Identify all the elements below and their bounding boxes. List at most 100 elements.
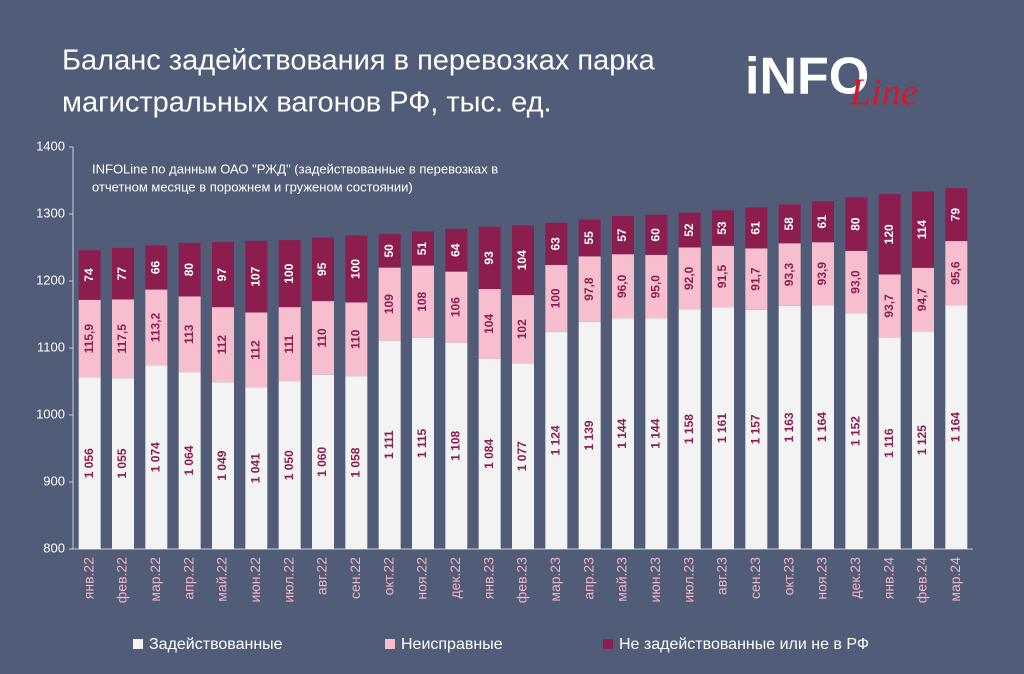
- bar-segment: [345, 235, 368, 303]
- value-label: 93,9: [815, 262, 829, 286]
- bar-segment: [78, 250, 101, 300]
- bar-segment: [578, 219, 601, 257]
- bar-segment: [678, 212, 701, 248]
- bar-segment: [145, 289, 168, 366]
- value-label: 95,6: [949, 261, 963, 285]
- value-label: 93,3: [782, 263, 796, 287]
- bar-segment: [278, 307, 301, 382]
- value-label: 1 108: [449, 430, 463, 460]
- value-label: 63: [549, 237, 563, 251]
- value-label: 113: [182, 324, 196, 344]
- legend-label: Не задействованные или не в РФ: [619, 636, 869, 653]
- value-label: 110: [315, 328, 329, 348]
- value-label: 110: [349, 329, 363, 349]
- x-tick-label: авг.23: [714, 557, 730, 595]
- bar-segment: [512, 225, 534, 296]
- bar-segment: [112, 378, 134, 549]
- value-label: 91,5: [715, 264, 729, 288]
- value-label: 97: [215, 268, 229, 282]
- bar-segment: [745, 248, 768, 310]
- logo-script: Line: [849, 72, 918, 114]
- y-tick-label: 900: [43, 473, 65, 488]
- value-label: 1 164: [949, 412, 963, 442]
- bar-segment: [412, 231, 434, 266]
- bar-segment: [212, 382, 234, 549]
- x-tick-label: дек.23: [847, 557, 863, 599]
- bar-segment: [812, 201, 834, 243]
- legend-label: Задействованные: [149, 636, 283, 653]
- value-label: 112: [249, 340, 263, 360]
- x-tick-label: янв.22: [80, 557, 96, 599]
- bar-segment: [178, 372, 201, 549]
- bar-segment: [745, 207, 768, 249]
- value-label: 58: [782, 217, 796, 231]
- bar-segment: [945, 241, 968, 306]
- x-tick-label: апр.23: [580, 557, 596, 600]
- value-label: 1 055: [115, 448, 129, 478]
- chart-title: Баланс задействования в перевозках парка: [62, 45, 656, 77]
- bar-segment: [878, 274, 901, 338]
- x-tick-label: фев.24: [914, 557, 930, 603]
- value-label: 1 116: [882, 428, 896, 458]
- bar-segment: [145, 245, 168, 290]
- bar-segment: [512, 363, 534, 549]
- bar-segment: [445, 342, 468, 549]
- bar-segment: [645, 214, 668, 255]
- x-tick-label: мар.23: [547, 557, 563, 602]
- value-label: 53: [715, 221, 729, 235]
- x-tick-label: июн.22: [247, 557, 263, 603]
- bar-segment: [612, 318, 634, 549]
- x-tick-label: янв.24: [880, 557, 896, 599]
- value-label: 93: [482, 251, 496, 265]
- bar-segment: [312, 301, 334, 375]
- value-label: 52: [682, 223, 696, 237]
- bar-segment: [812, 305, 834, 549]
- value-label: 1 058: [349, 447, 363, 477]
- legend-swatch: [385, 639, 395, 649]
- bar-segment: [378, 234, 401, 268]
- bar-segment: [712, 307, 734, 549]
- bar-segment: [512, 295, 534, 364]
- bar-segment: [845, 250, 868, 314]
- bar-segment: [878, 337, 901, 549]
- value-label: 114: [915, 220, 929, 240]
- legend-label: Неисправные: [401, 636, 503, 653]
- value-label: 1 163: [782, 412, 796, 442]
- x-tick-label: окт.23: [780, 557, 796, 596]
- bar-segment: [278, 240, 301, 308]
- y-tick-label: 1300: [36, 205, 65, 220]
- bar-segment: [278, 381, 301, 549]
- value-label: 102: [515, 319, 529, 339]
- value-label: 1 144: [615, 418, 629, 448]
- x-tick-label: сен.22: [347, 557, 363, 599]
- value-label: 1 125: [915, 425, 929, 455]
- value-label: 77: [115, 267, 129, 281]
- bar-segment: [712, 210, 734, 246]
- value-label: 113,2: [149, 312, 163, 342]
- bar-segment: [478, 358, 501, 549]
- value-label: 120: [882, 224, 896, 244]
- value-label: 1 056: [82, 448, 96, 478]
- value-label: 1 139: [582, 420, 596, 450]
- value-label: 1 060: [315, 447, 329, 477]
- value-label: 93,0: [849, 270, 863, 294]
- bar-segment: [178, 242, 201, 297]
- value-label: 1 158: [682, 414, 696, 444]
- x-tick-label: июн.23: [647, 557, 663, 603]
- bar-segment: [78, 377, 101, 549]
- value-label: 1 161: [715, 413, 729, 443]
- value-label: 109: [382, 294, 396, 314]
- value-label: 66: [149, 260, 163, 274]
- bar-segment: [345, 302, 368, 377]
- bar-segment: [745, 309, 768, 549]
- legend-swatch: [603, 639, 613, 649]
- x-tick-label: май.22: [214, 557, 230, 602]
- value-label: 94,7: [915, 288, 929, 312]
- y-tick-label: 1000: [36, 406, 65, 421]
- value-label: 1 041: [249, 453, 263, 483]
- bar-segment: [578, 256, 601, 322]
- bar-segment: [645, 254, 668, 319]
- value-label: 117,5: [115, 324, 129, 354]
- value-label: 111: [282, 335, 296, 354]
